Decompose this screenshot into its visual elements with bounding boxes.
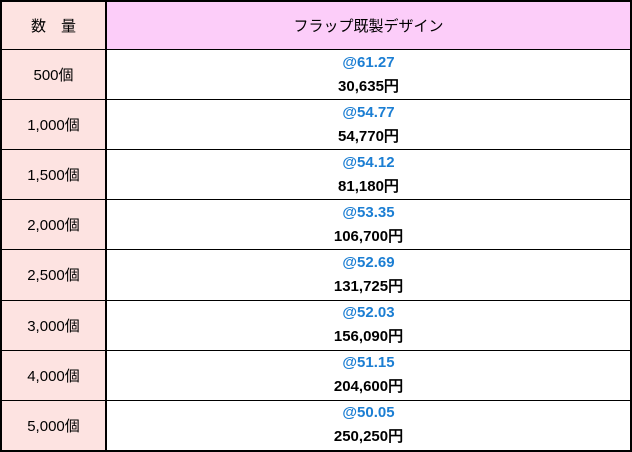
total-price: 131,725円 (333, 277, 404, 295)
table-row: 1,500個 @54.12 81,180円 (0, 149, 632, 201)
price-cell: @51.15 204,600円 (105, 349, 632, 401)
total-price: 204,600円 (333, 378, 404, 396)
price-cell: @54.12 81,180円 (105, 149, 632, 201)
unit-price: @53.35 (342, 203, 395, 221)
table-row: 2,000個 @53.35 106,700円 (0, 199, 632, 251)
price-cell: @54.77 54,770円 (105, 99, 632, 151)
table-row: 4,000個 @51.15 204,600円 (0, 349, 632, 401)
unit-price: @51.15 (342, 354, 395, 372)
quantity-column-header: 数 量 (0, 0, 107, 50)
total-price: 54,770円 (338, 127, 399, 145)
quantity-cell: 2,500個 (0, 249, 107, 301)
quantity-cell: 5,000個 (0, 399, 107, 452)
price-cell: @50.05 250,250円 (105, 399, 632, 452)
price-cell: @53.35 106,700円 (105, 199, 632, 251)
table-row: 500個 @61.27 30,635円 (0, 48, 632, 101)
table-row: 2,500個 @52.69 131,725円 (0, 249, 632, 301)
unit-price: @61.27 (342, 53, 395, 71)
unit-price: @52.03 (342, 304, 395, 322)
unit-price: @50.05 (342, 404, 395, 422)
table-row: 3,000個 @52.03 156,090円 (0, 299, 632, 351)
price-cell: @61.27 30,635円 (105, 48, 632, 101)
quantity-cell: 1,000個 (0, 99, 107, 151)
header-row: 数 量 フラップ既製デザイン (0, 0, 632, 50)
price-cell: @52.69 131,725円 (105, 249, 632, 301)
table-row: 1,000個 @54.77 54,770円 (0, 99, 632, 151)
total-price: 81,180円 (338, 177, 399, 195)
quantity-cell: 4,000個 (0, 349, 107, 401)
price-cell: @52.03 156,090円 (105, 299, 632, 351)
quantity-cell: 500個 (0, 48, 107, 101)
table-row: 5,000個 @50.05 250,250円 (0, 399, 632, 452)
total-price: 30,635円 (338, 77, 399, 95)
quantity-cell: 3,000個 (0, 299, 107, 351)
total-price: 250,250円 (333, 428, 404, 446)
unit-price: @54.77 (342, 103, 395, 121)
quantity-cell: 2,000個 (0, 199, 107, 251)
total-price: 106,700円 (333, 227, 404, 245)
quantity-cell: 1,500個 (0, 149, 107, 201)
unit-price: @54.12 (342, 153, 395, 171)
total-price: 156,090円 (333, 328, 404, 346)
unit-price: @52.69 (342, 253, 395, 271)
design-column-header: フラップ既製デザイン (105, 0, 632, 50)
